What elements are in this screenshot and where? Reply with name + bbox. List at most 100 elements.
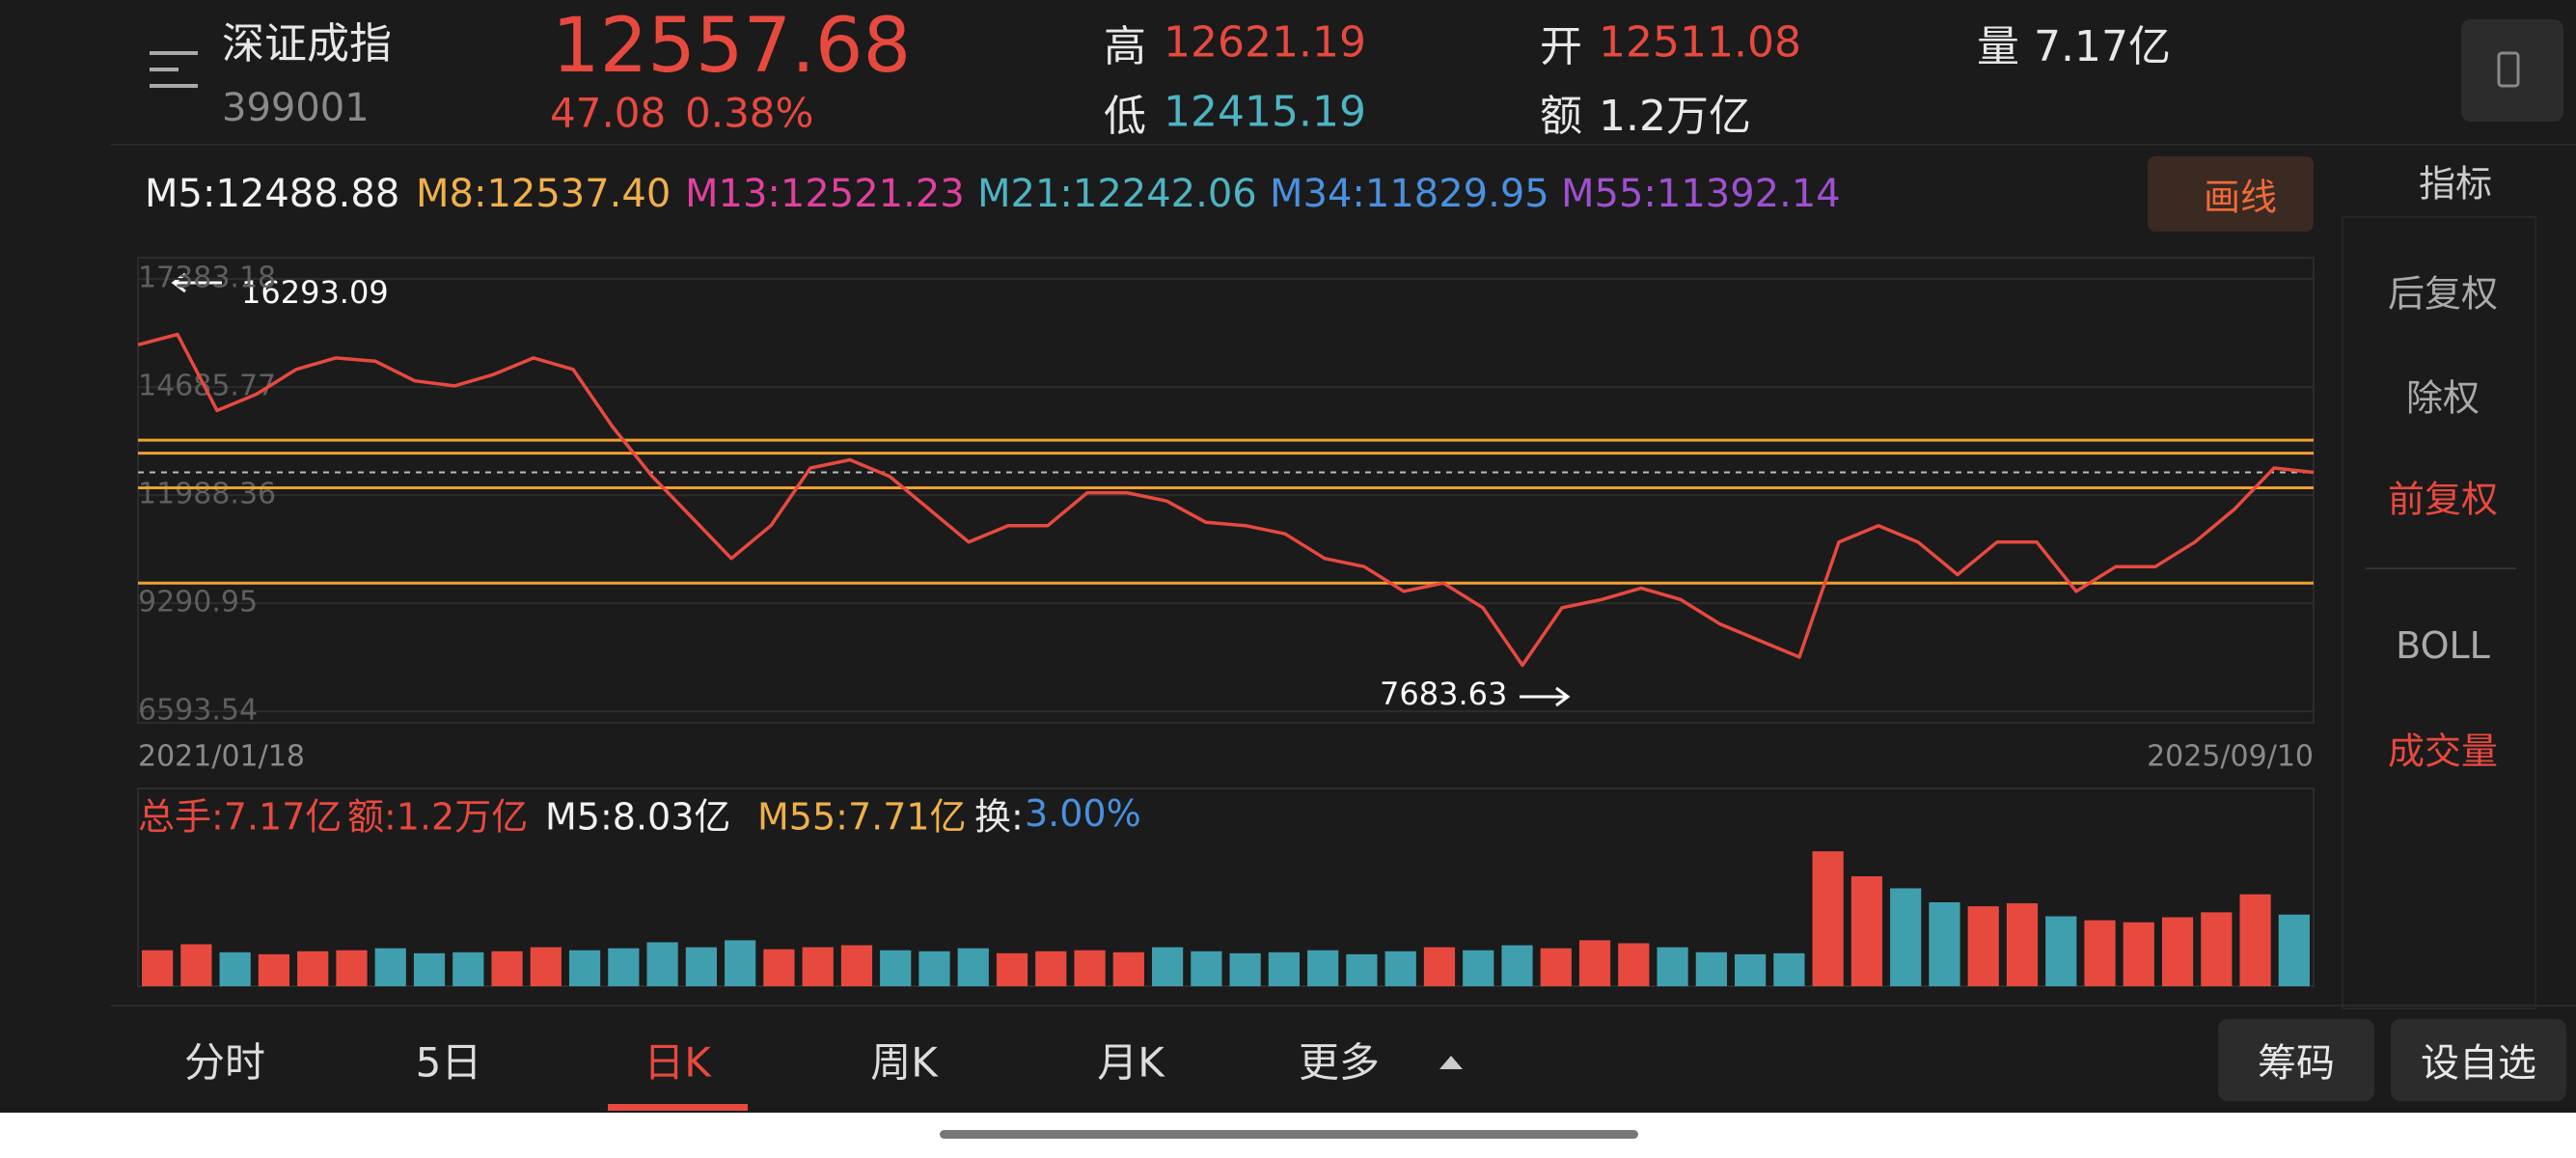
y-tick-label: 11988.36	[138, 478, 276, 511]
volume-bar	[996, 952, 1028, 986]
volume-bar	[1618, 943, 1650, 986]
indicator[interactable]: 指标	[2418, 162, 2493, 206]
device-button[interactable]	[2461, 19, 2563, 122]
volume-bar	[1812, 851, 1844, 986]
open: 12511.08	[1599, 17, 1801, 68]
ma-value: M21:12242.06	[977, 172, 1257, 216]
tab-underline	[608, 1104, 748, 1111]
side-panel	[2342, 216, 2536, 1009]
volume-bar	[2006, 903, 2039, 986]
volume-bar	[1578, 940, 1611, 986]
volume-bar	[2084, 920, 2116, 986]
volume-bar	[491, 951, 523, 986]
volume-bar	[957, 948, 989, 986]
ma-value: M8:12537.40	[416, 172, 671, 216]
tab[interactable]: 分时	[183, 1038, 266, 1087]
side-option[interactable]: 前复权	[2387, 478, 2499, 521]
volume-bar	[880, 950, 912, 986]
change-pct: 0.38%	[685, 89, 814, 137]
button-bg[interactable]	[2218, 1019, 2374, 1101]
turnover-label: 换:	[974, 795, 1024, 839]
ma-value: M5:12488.88	[145, 172, 400, 216]
turnover: 3.00%	[1025, 792, 1141, 835]
volume-bar	[1229, 952, 1261, 986]
low-label: 低	[1104, 92, 1146, 141]
volume-bar	[568, 950, 601, 986]
y-tick-label: 9290.95	[138, 586, 258, 620]
volume-stat: M5:8.03亿	[545, 795, 731, 839]
draw-button[interactable]	[2148, 156, 2314, 232]
y-tick-label: 17383.18	[138, 262, 276, 295]
volume-label: 量	[1977, 22, 2019, 71]
menu-icon[interactable]	[150, 51, 198, 88]
ma-value: M55:11392.14	[1561, 172, 1841, 216]
volume-bar	[1695, 951, 1727, 986]
volume-bar	[725, 940, 756, 986]
change: 47.08	[550, 89, 667, 137]
volume-bar	[1268, 951, 1301, 986]
volume: 7.17亿	[2034, 22, 2171, 71]
volume-stat: M55:7.71亿	[757, 795, 967, 839]
x-label: 2021/01/18	[138, 740, 305, 774]
volume-bar	[142, 950, 174, 986]
ma-value: M13:12521.23	[685, 172, 965, 216]
tab[interactable]: 5日	[415, 1038, 482, 1087]
volume-bar	[180, 944, 212, 986]
volume-bar	[2045, 916, 2077, 986]
volume-bar	[1151, 947, 1184, 986]
side-option[interactable]: 成交量	[2387, 730, 2499, 773]
volume-bar	[1191, 951, 1222, 986]
volume-bar	[1463, 950, 1494, 986]
side-option[interactable]: 除权	[2405, 376, 2480, 420]
volume-bar	[374, 948, 406, 986]
home-bar	[940, 1130, 1638, 1139]
volume-bar	[413, 952, 446, 986]
volume-bar	[2201, 912, 2233, 986]
volume-bar	[1735, 953, 1767, 986]
button-bg[interactable]	[2391, 1019, 2566, 1101]
side-option[interactable]: 后复权	[2387, 272, 2499, 316]
more-arrow[interactable]	[1439, 1056, 1463, 1069]
volume-bar	[1929, 902, 1960, 986]
volume-bar	[1850, 876, 1883, 986]
volume-bar	[1035, 951, 1067, 986]
volume-bar	[1967, 906, 1999, 986]
volume-bar	[336, 950, 368, 986]
tab[interactable]: 更多	[1298, 1038, 1381, 1087]
draw-button-label[interactable]: 画线	[2203, 176, 2278, 219]
tab[interactable]: 周K	[870, 1038, 938, 1087]
volume-bar	[452, 951, 484, 986]
amount: 1.2万亿	[1599, 92, 1751, 141]
volume-bar	[1773, 952, 1805, 986]
volume-bar	[1074, 950, 1106, 986]
volume-bar	[1112, 951, 1144, 986]
annotation-arrow	[171, 272, 186, 293]
price-line	[137, 332, 2315, 668]
amount-label: 额	[1540, 92, 1582, 141]
tab[interactable]: 月K	[1097, 1038, 1165, 1087]
high-label: 高	[1104, 22, 1146, 71]
volume-bar	[1540, 948, 1572, 986]
x-label: 2025/09/10	[2147, 740, 2314, 774]
chart: 16293.09 7683.63 2021/01/18 2025/09/10 6…	[111, 19, 2576, 1111]
device-icon	[2497, 51, 2520, 88]
ma-value: M34:11829.95	[1270, 172, 1549, 216]
volume-stat: 额:1.2万亿	[347, 795, 529, 839]
side-option[interactable]: BOLL	[2396, 624, 2490, 667]
volume-bar	[2161, 917, 2194, 986]
button[interactable]: 筹码	[2258, 1041, 2335, 1086]
volume-bar	[1657, 947, 1688, 986]
button[interactable]: 设自选	[2421, 1041, 2536, 1086]
volume-bar	[530, 947, 562, 986]
volume-bar	[802, 947, 834, 986]
volume-bar	[763, 949, 795, 986]
volume-bar	[1501, 945, 1533, 986]
volume-bar	[2123, 922, 2154, 986]
index-code: 399001	[222, 86, 370, 130]
open-label: 开	[1540, 22, 1582, 71]
volume-bar	[1307, 950, 1339, 986]
volume-bar	[219, 951, 251, 986]
volume-bar	[840, 945, 873, 986]
tab[interactable]: 日K	[644, 1038, 711, 1087]
